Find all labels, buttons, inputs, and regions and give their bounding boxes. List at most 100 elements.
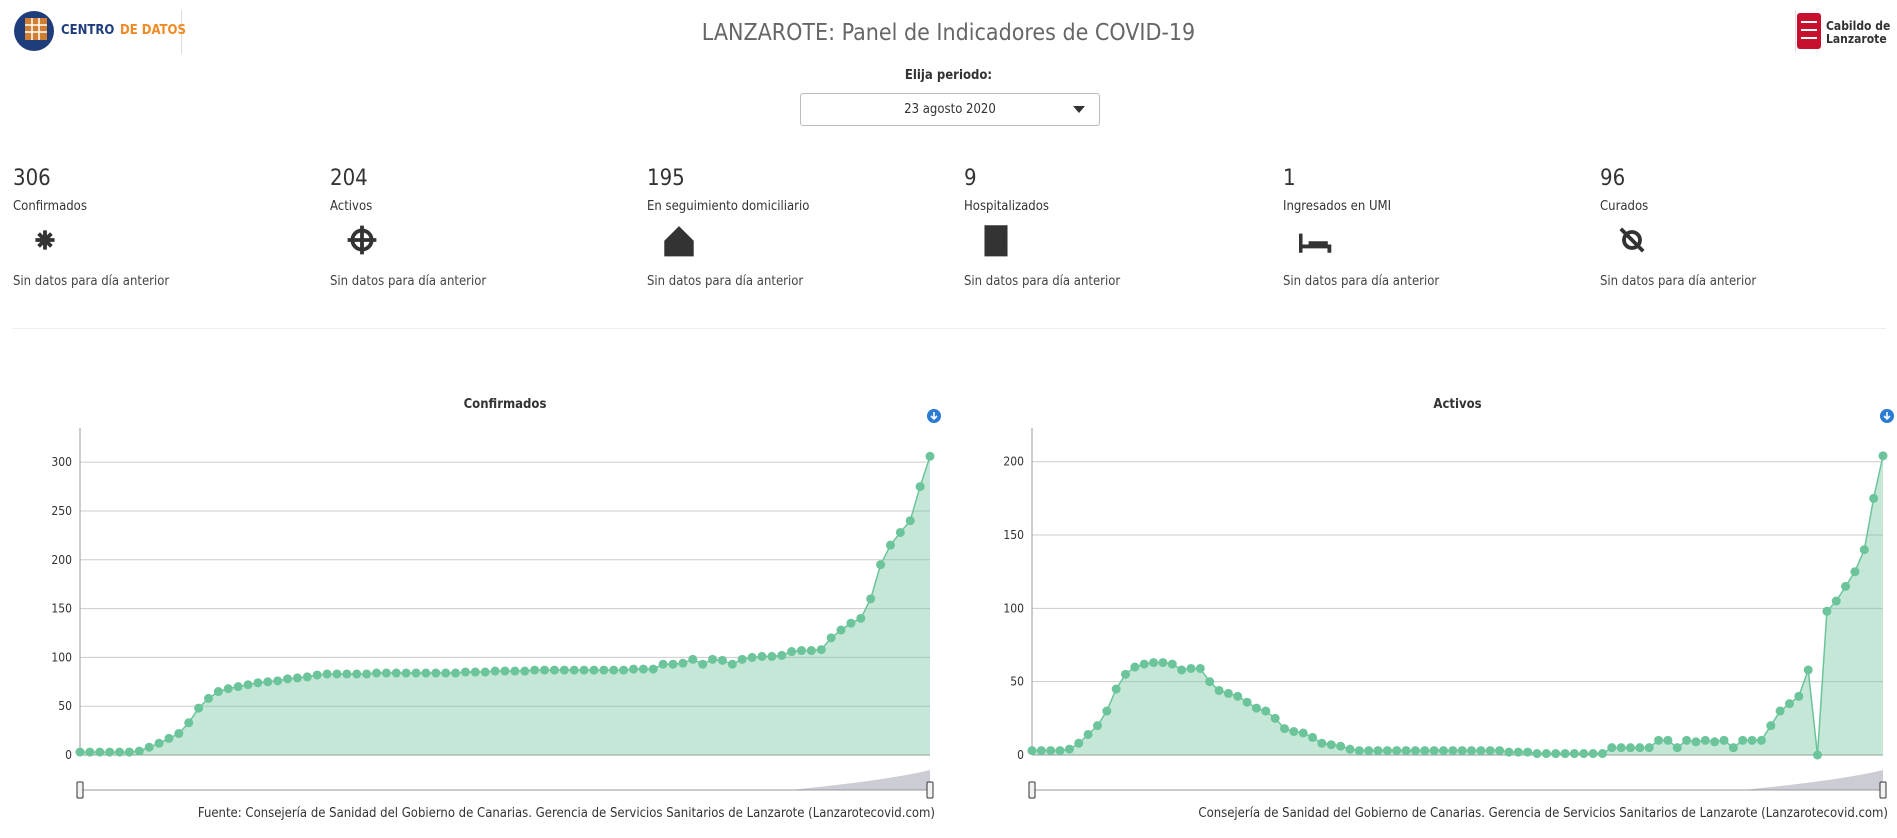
point — [1382, 746, 1392, 756]
point — [1074, 738, 1084, 748]
indicator-value: 1 — [1283, 166, 1296, 191]
point — [806, 646, 816, 656]
point — [698, 659, 708, 669]
point — [1270, 713, 1280, 723]
point — [1476, 746, 1486, 756]
point — [144, 742, 154, 752]
point — [1102, 706, 1112, 716]
indicator-value: 96 — [1600, 166, 1626, 191]
point — [302, 672, 312, 682]
point — [1410, 746, 1420, 756]
point — [1616, 743, 1626, 753]
point — [441, 668, 451, 678]
logo-text: Lanzarote — [1826, 32, 1887, 46]
point — [1429, 746, 1439, 756]
indicator-note: Sin datos para día anterior — [330, 274, 487, 289]
point — [470, 667, 480, 677]
point — [1373, 746, 1383, 756]
y-tick-label: 200 — [51, 553, 72, 567]
point — [905, 516, 915, 526]
chart-title: Activos — [1433, 397, 1481, 412]
indicator-icon — [1298, 233, 1332, 253]
navigator — [1743, 770, 1883, 790]
point — [401, 668, 411, 678]
point — [579, 665, 589, 675]
point — [510, 666, 520, 676]
indicator-note: Sin datos para día anterior — [13, 274, 170, 289]
point — [767, 651, 777, 661]
point — [1495, 746, 1505, 756]
scroll-handle[interactable] — [76, 781, 84, 799]
point — [352, 669, 362, 679]
point — [1859, 545, 1869, 555]
indicator-icon — [1619, 227, 1645, 253]
point — [95, 747, 105, 757]
point — [1401, 746, 1411, 756]
indicator-note: Sin datos para día anterior — [1283, 274, 1440, 289]
indicator: 1 Ingresados en UMI Sin datos para día a… — [1283, 166, 1439, 289]
point — [569, 665, 579, 675]
point — [1504, 747, 1514, 757]
point — [1036, 746, 1046, 756]
point — [1130, 662, 1140, 672]
point — [1803, 665, 1813, 675]
scroll-handle[interactable] — [1879, 781, 1887, 799]
download-button[interactable] — [1880, 409, 1894, 423]
point — [708, 654, 718, 664]
point — [1654, 735, 1664, 745]
point — [1420, 746, 1430, 756]
point — [628, 664, 638, 674]
point — [856, 613, 866, 623]
point — [757, 651, 767, 661]
point — [678, 658, 688, 668]
point — [668, 659, 678, 669]
point — [292, 673, 302, 683]
point — [1485, 746, 1495, 756]
y-tick-label: 150 — [51, 602, 72, 616]
indicator-label: Activos — [330, 199, 373, 214]
point — [1569, 749, 1579, 759]
point — [816, 645, 826, 655]
point — [105, 747, 115, 757]
point — [688, 654, 698, 664]
point — [184, 718, 194, 728]
point — [391, 668, 401, 678]
scroll-handle[interactable] — [926, 781, 934, 799]
point — [609, 665, 619, 675]
point — [500, 666, 510, 676]
indicator: 204 Activos Sin datos para día anterior — [330, 166, 486, 289]
point — [1691, 737, 1701, 747]
point — [451, 668, 461, 678]
point — [1784, 699, 1794, 709]
point — [559, 665, 569, 675]
point — [1223, 688, 1233, 698]
point — [273, 676, 283, 686]
indicator-note: Sin datos para día anterior — [647, 274, 804, 289]
point — [1121, 669, 1131, 679]
point — [619, 665, 629, 675]
point — [1233, 691, 1243, 701]
point — [787, 647, 797, 657]
y-tick-label: 100 — [51, 650, 72, 664]
point — [421, 668, 431, 678]
point — [915, 482, 925, 492]
point — [1738, 735, 1748, 745]
point — [1345, 744, 1355, 754]
point — [1728, 743, 1738, 753]
point — [530, 665, 540, 675]
y-tick-label: 250 — [51, 504, 72, 518]
period-select[interactable]: 23 agosto 2020 — [800, 93, 1100, 126]
point — [1317, 738, 1327, 748]
y-tick-label: 100 — [1003, 601, 1024, 615]
indicator-note: Sin datos para día anterior — [964, 274, 1121, 289]
point — [1841, 581, 1851, 591]
download-button[interactable] — [927, 409, 941, 423]
indicator-icon — [347, 225, 377, 255]
point — [1392, 746, 1402, 756]
point — [747, 652, 757, 662]
indicator-value: 204 — [330, 166, 368, 191]
point — [1298, 728, 1308, 738]
scroll-handle[interactable] — [1028, 781, 1036, 799]
y-tick-label: 50 — [1010, 675, 1024, 689]
